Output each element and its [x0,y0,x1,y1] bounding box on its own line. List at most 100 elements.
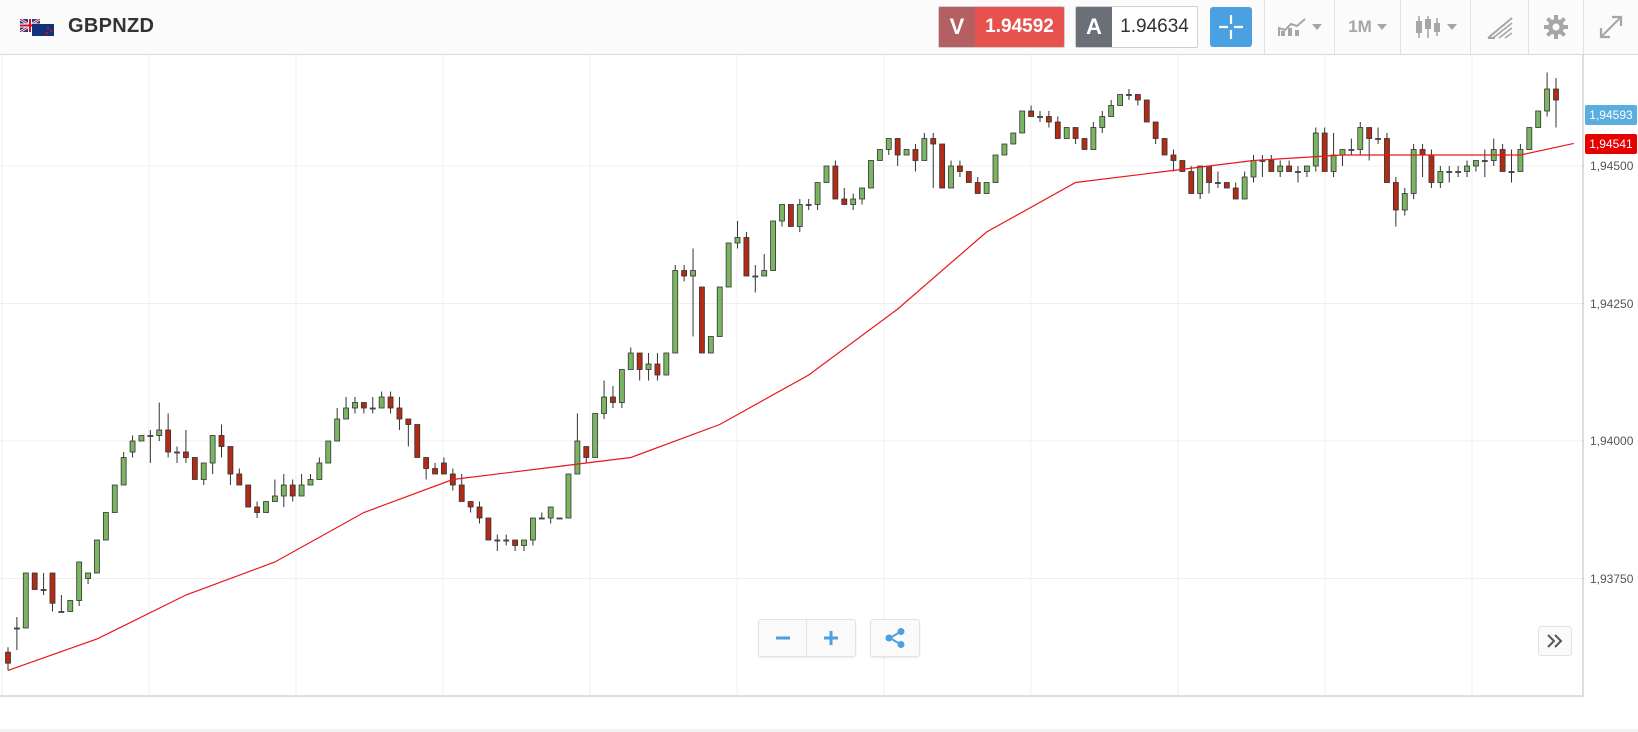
candle-body [85,572,91,579]
candle-body [1241,176,1248,200]
candle-body [876,149,883,161]
candle-body [227,446,234,475]
candle-body [191,457,198,480]
scroll-to-latest-button[interactable] [1538,626,1572,656]
candle-body [636,352,643,370]
candle-body [378,396,385,409]
candle-body [1348,149,1355,151]
candle-body [307,479,314,486]
buy-price-button[interactable]: A 1.94634 [1075,6,1198,48]
candle-body [538,517,545,520]
candle-body [1295,171,1301,173]
candle-body [1321,132,1328,172]
candle-body [503,539,510,542]
candle-body [832,165,839,200]
draw-icon [1486,17,1513,39]
candle-body [521,539,527,546]
y-tick-label: 1,94000 [1590,434,1634,448]
price-chart[interactable]: 11:4512:0012:1512:3012:4513:0013:1513:30… [0,55,1584,697]
candle-body [271,495,278,502]
candle-body [1179,160,1186,172]
candle-body [690,270,696,277]
candle-body [1117,94,1123,106]
buy-label: A [1076,7,1112,47]
candle-body [360,402,367,409]
fullscreen-button[interactable] [1583,0,1638,54]
candle-body [850,198,857,205]
candle-body [761,270,768,277]
candle-body [467,501,474,508]
share-icon [885,628,905,648]
candle-body [458,484,465,502]
candle-body [1428,154,1435,183]
candle-body [529,517,536,541]
zoom-in-button[interactable] [807,620,855,656]
candle-body [200,462,207,480]
candle-body [618,369,625,403]
candle-body [1161,138,1168,156]
fullscreen-icon [1599,15,1623,39]
chevron-down-icon [1447,24,1457,30]
indicators-button[interactable] [1264,0,1334,54]
candle-body [40,589,47,591]
candle-body [770,220,777,271]
y-tick-label: 1,94250 [1590,296,1634,311]
candle-body [992,154,999,183]
candle-body [138,435,145,442]
chevron-down-icon [1376,24,1387,30]
candle-body [387,396,394,409]
candle-body [716,286,723,337]
candle-body [1268,160,1275,172]
sell-price-button[interactable]: V 1.94592 [938,6,1065,48]
crosshair-button[interactable] [1210,7,1252,47]
candle-body [245,484,252,508]
candle-body [1045,116,1052,123]
moving-average-line [7,142,1574,671]
candle-body [1410,149,1417,194]
candle-body [1286,165,1293,172]
candle-body [67,600,74,612]
candle-body [76,561,83,601]
candle-body [965,171,972,183]
candle-body [1028,110,1035,117]
candle-body [1330,154,1337,172]
interval-dropdown[interactable]: 1M [1334,0,1400,54]
candle-body [547,506,554,519]
candle-body [681,270,688,277]
gear-icon [1544,15,1568,39]
draw-tools-button[interactable] [1470,0,1528,54]
zoom-out-button[interactable] [759,620,807,656]
candle-body [49,572,56,604]
candle-body [183,451,189,458]
candle-body [1126,94,1132,96]
candle-body [859,187,865,200]
buy-price: 1.94634 [1112,7,1197,47]
bottom-border [0,729,1638,732]
candle-body [423,457,430,469]
candle-body [1019,110,1026,134]
candle-body [983,182,990,194]
candlestick-icon [1416,16,1440,38]
candle-body [974,182,981,194]
candlestick-chart[interactable]: 11:4512:0012:1512:3012:4513:0013:1513:30… [0,55,1584,697]
candle-body [1553,88,1559,101]
candle-body [1037,116,1043,118]
candle-body [1366,127,1373,139]
candle-body [1446,171,1453,173]
candle-body [1384,138,1390,183]
candle-body [957,165,963,172]
candle-body [1499,149,1506,172]
candle-body [565,473,572,519]
candle-body [1250,160,1257,178]
candle-body [948,165,954,189]
settings-button[interactable] [1528,0,1583,54]
share-button[interactable] [870,619,920,657]
candle-body [743,237,750,277]
chart-type-dropdown[interactable] [1400,0,1470,54]
candle-body [885,138,892,150]
zoom-in-icon [824,631,838,645]
candle-body [58,611,65,613]
candle-body [147,435,154,437]
candle-body [22,572,29,629]
